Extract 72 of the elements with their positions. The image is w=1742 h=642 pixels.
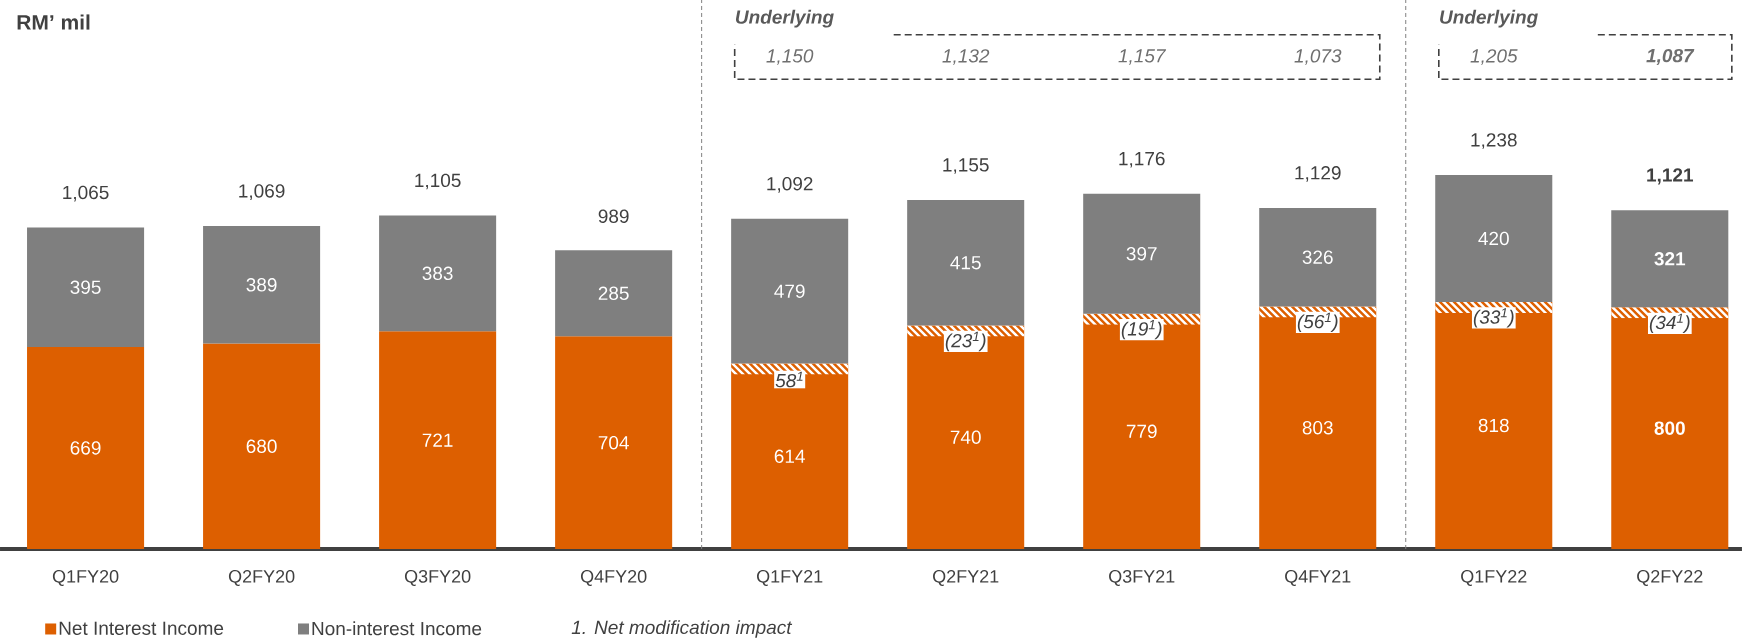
x-tick-label: Q2FY21 (933, 569, 999, 586)
text: 1,150 (766, 49, 814, 65)
x-tick-label: Q4FY21 (1285, 569, 1351, 586)
data-label: 389 (246, 278, 277, 292)
data-label: 326 (1302, 250, 1333, 264)
bar (907, 325, 1025, 549)
data-label: 680 (246, 439, 277, 454)
bar (1435, 301, 1553, 549)
x-tick-label: Q1FY21 (756, 569, 823, 586)
bar (27, 346, 145, 549)
total-label: 1,105 (415, 173, 461, 190)
bar (203, 226, 321, 344)
bar (379, 331, 497, 549)
bar (555, 336, 673, 549)
data-label: 721 (422, 433, 453, 447)
data-label: 779 (1126, 424, 1157, 439)
data-label: 818 (1478, 418, 1509, 433)
total-label: 989 (598, 209, 629, 223)
text: 1,132 (942, 49, 990, 65)
text: Underlying (735, 9, 834, 28)
x-tick-label: Q2FY20 (228, 569, 295, 586)
legend-label: Non-interest Income (312, 621, 482, 636)
bar (27, 227, 145, 347)
annotation: (56$^{1}$) (1297, 312, 1338, 333)
bar (555, 250, 673, 337)
annotation: (34$^{1}$) (1649, 313, 1690, 333)
bar (1259, 306, 1377, 549)
bar (379, 215, 497, 332)
x-tick-label: Q4FY20 (580, 569, 647, 586)
text: 1,205 (1470, 49, 1518, 65)
text: 1,073 (1294, 49, 1342, 65)
x-tick-label: Q1FY20 (52, 569, 119, 586)
bar (203, 343, 321, 549)
annotation: 58$^{1}$ (775, 371, 803, 388)
total-label: 1,092 (767, 176, 813, 193)
x-tick-label: Q2FY22 (1637, 569, 1703, 586)
annotation: (23$^{1}$) (945, 331, 986, 352)
data-label: 704 (598, 435, 629, 450)
data-label: 614 (774, 449, 805, 463)
bar (731, 363, 849, 549)
data-label: 420 (1478, 231, 1509, 246)
total-label: 1,065 (63, 185, 109, 202)
data-label: 397 (1126, 246, 1157, 261)
total-label: 1,155 (943, 158, 989, 174)
data-label: 669 (70, 441, 101, 455)
text: RM’ mil (17, 14, 90, 30)
x-tick-label: Q1FY22 (1461, 569, 1527, 586)
data-label: 415 (950, 256, 981, 270)
annotation: (33$^{1}$) (1473, 308, 1514, 328)
total-label: 1,238 (1471, 133, 1517, 149)
data-label: 803 (1302, 420, 1333, 435)
data-label: 383 (422, 266, 453, 281)
annotation: (19$^{1}$) (1121, 320, 1162, 340)
data-label: 285 (598, 286, 629, 301)
text: 1,087 (1646, 48, 1695, 66)
legend-label: Net Interest Income (59, 621, 224, 635)
text: Underlying (1440, 9, 1538, 28)
total-label: 1,129 (1295, 166, 1341, 182)
bar (1611, 307, 1729, 549)
text: 1,157 (1118, 49, 1167, 65)
total-label: 1,176 (1119, 151, 1165, 168)
data-label: 395 (70, 280, 101, 294)
x-tick-label: Q3FY21 (1109, 569, 1175, 586)
total-label: 1,121 (1647, 168, 1694, 185)
text: 1. Net modification impact (571, 620, 793, 638)
data-label: 321 (1654, 252, 1686, 266)
data-label: 800 (1654, 421, 1685, 435)
total-label: 1,069 (239, 184, 285, 200)
x-tick-label: Q3FY20 (404, 569, 471, 586)
bar (1083, 313, 1201, 549)
data-label: 740 (950, 430, 981, 444)
data-label: 479 (774, 284, 805, 298)
